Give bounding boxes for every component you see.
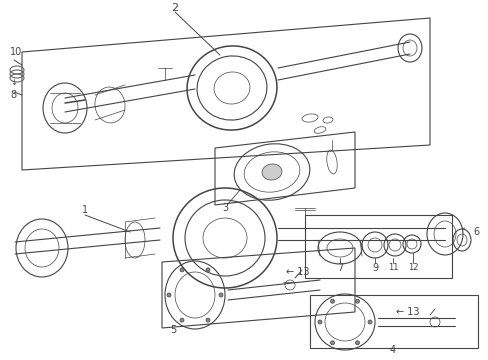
Ellipse shape [355,299,359,303]
Text: 1: 1 [82,205,88,215]
Ellipse shape [317,320,321,324]
Text: 4: 4 [389,345,395,355]
Ellipse shape [180,318,183,322]
Text: ↓: ↓ [10,77,17,86]
Text: ← 13: ← 13 [396,307,419,317]
Text: 6: 6 [472,227,478,237]
Ellipse shape [180,268,183,272]
Text: 8: 8 [10,90,16,100]
Text: 7: 7 [336,263,343,273]
Ellipse shape [205,318,209,322]
Text: 11: 11 [387,264,397,273]
Ellipse shape [330,299,334,303]
Ellipse shape [367,320,371,324]
Text: 9: 9 [371,263,377,273]
Text: 3: 3 [222,203,228,213]
Text: 5: 5 [170,325,176,335]
Ellipse shape [205,268,209,272]
Text: 12: 12 [407,264,417,273]
Text: ← 13: ← 13 [286,267,309,277]
Ellipse shape [219,293,223,297]
Ellipse shape [330,341,334,345]
Text: 2: 2 [171,3,178,13]
Text: 10: 10 [10,47,22,57]
Ellipse shape [355,341,359,345]
Ellipse shape [262,164,282,180]
Ellipse shape [167,293,171,297]
